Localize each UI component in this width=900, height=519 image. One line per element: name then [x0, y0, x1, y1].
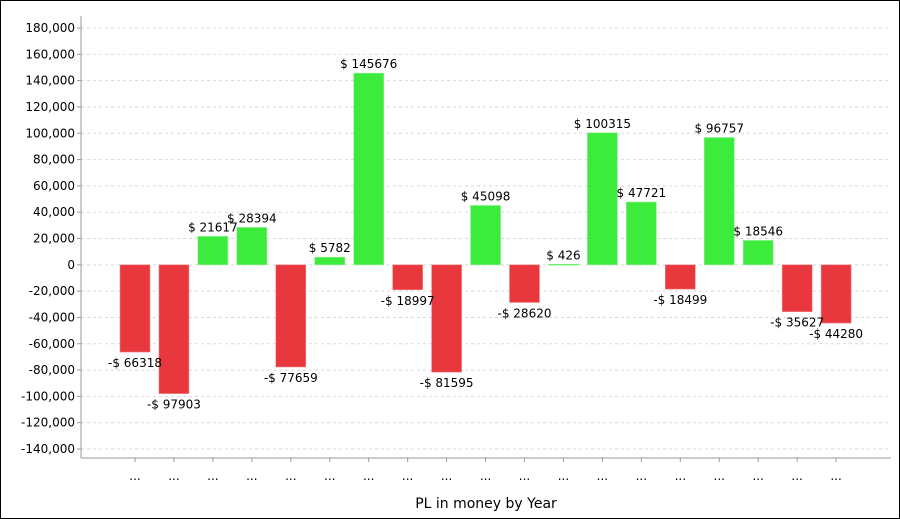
y-tick-label: -40,000 [29, 310, 75, 324]
x-tick-label: ... [480, 469, 491, 483]
y-tick-label: -80,000 [29, 363, 75, 377]
x-tick-label: ... [246, 469, 257, 483]
bar [275, 264, 307, 368]
bar [626, 201, 657, 266]
bar [781, 264, 813, 312]
y-tick-label: 140,000 [25, 74, 75, 88]
bar [314, 256, 346, 266]
data-label: -$ 18499 [653, 293, 707, 307]
bar [392, 264, 423, 291]
bar [509, 264, 540, 303]
data-label: -$ 28620 [498, 306, 552, 320]
y-tick-label: -120,000 [21, 416, 75, 430]
bar [548, 263, 579, 266]
y-axis-ticks: -140,000 -120,000 -100,000 -80,000 -60,000 -4… [21, 21, 81, 456]
x-tick-label: ... [441, 469, 452, 483]
y-tick-label: -60,000 [29, 337, 75, 351]
bar [664, 264, 696, 290]
x-tick-label: ... [285, 469, 296, 483]
y-tick-label: 100,000 [25, 126, 75, 140]
x-tick-label: ... [830, 469, 841, 483]
data-label: -$ 77659 [264, 371, 318, 385]
x-tick-label: ... [675, 469, 686, 483]
bar [587, 132, 618, 266]
data-label: -$ 35627 [770, 316, 824, 330]
x-tick-label: ... [714, 469, 725, 483]
x-axis-title: PL in money by Year [415, 496, 557, 512]
x-tick-label: ... [168, 469, 179, 483]
data-label: $ 100315 [574, 117, 631, 131]
data-label: $ 5782 [309, 241, 351, 255]
y-tick-label: -20,000 [29, 284, 75, 298]
y-tick-label: -100,000 [21, 389, 75, 403]
data-label: -$ 18997 [381, 294, 435, 308]
x-tick-label: ... [791, 469, 802, 483]
bar [703, 137, 735, 266]
bar [353, 72, 385, 266]
x-tick-label: ... [558, 469, 569, 483]
x-axis-ticks: ........................................… [129, 458, 842, 483]
data-label: -$ 66318 [108, 356, 162, 370]
y-tick-label: 0 [67, 258, 75, 272]
data-label: $ 18546 [733, 224, 783, 238]
x-tick-label: ... [636, 469, 647, 483]
y-tick-label: 80,000 [33, 153, 75, 167]
data-label: $ 28394 [227, 211, 277, 225]
y-tick-label: 120,000 [25, 100, 75, 114]
x-tick-label: ... [519, 469, 530, 483]
x-tick-label: ... [752, 469, 763, 483]
gridlines [81, 27, 891, 450]
bar [197, 236, 229, 266]
data-label: -$ 81595 [420, 376, 474, 390]
data-label: -$ 97903 [147, 398, 201, 412]
x-tick-label: ... [207, 469, 218, 483]
y-tick-label: 60,000 [33, 179, 75, 193]
bar [236, 227, 268, 266]
bars [119, 72, 852, 394]
data-label: $ 21617 [188, 220, 238, 234]
x-tick-label: ... [402, 469, 413, 483]
y-tick-label: -140,000 [21, 442, 75, 456]
data-label: $ 45098 [461, 189, 511, 203]
x-tick-label: ... [324, 469, 335, 483]
bar [158, 264, 190, 394]
data-label: $ 426 [546, 248, 580, 262]
bar [119, 264, 151, 353]
x-tick-label: ... [363, 469, 374, 483]
y-tick-label: 40,000 [33, 205, 75, 219]
bar [431, 264, 462, 373]
y-tick-label: 160,000 [25, 47, 75, 61]
y-tick-label: 180,000 [25, 21, 75, 35]
data-label: $ 145676 [340, 57, 397, 71]
data-labels: -$ 66318 -$ 97903 $ 21617$ 28394 -$ 77659 $ … [108, 57, 863, 411]
data-label: $ 47721 [617, 186, 667, 200]
x-tick-label: ... [597, 469, 608, 483]
data-label: $ 96757 [694, 122, 744, 136]
data-label: -$ 44280 [809, 327, 863, 341]
bar [742, 240, 774, 266]
x-tick-label: ... [129, 469, 140, 483]
bar [820, 264, 852, 324]
bar [470, 205, 501, 266]
y-tick-label: 20,000 [33, 232, 75, 246]
